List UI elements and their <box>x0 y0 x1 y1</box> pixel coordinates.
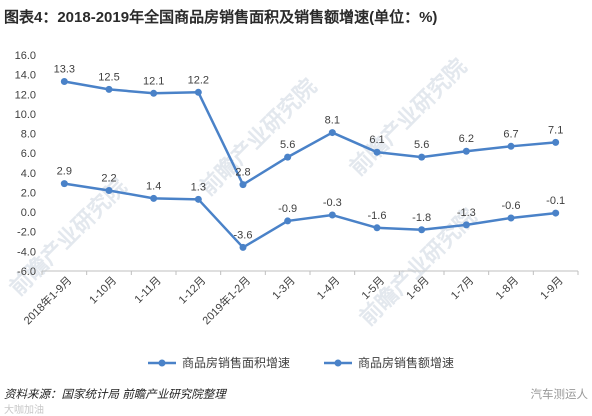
legend-label: 商品房销售额增速 <box>358 355 454 370</box>
data-label: -0.9 <box>278 203 297 215</box>
data-label: -1.8 <box>412 212 431 224</box>
data-point <box>373 224 381 232</box>
x-tick-label: 1-10月 <box>87 275 119 307</box>
data-label: 12.5 <box>98 71 119 83</box>
series-line-1 <box>64 182 556 249</box>
data-label: -1.6 <box>368 210 387 222</box>
data-label: 13.3 <box>54 64 75 76</box>
data-point <box>60 180 68 188</box>
data-label: -0.6 <box>502 200 521 212</box>
y-tick-label: 6.0 <box>21 148 36 160</box>
data-label: -0.1 <box>546 195 565 207</box>
x-tick-label: 2019年1-2月 <box>199 273 253 327</box>
data-point <box>328 211 336 219</box>
x-tick-label: 1-12月 <box>177 275 209 307</box>
y-tick-label: 4.0 <box>21 168 36 180</box>
data-label: 12.1 <box>143 75 164 87</box>
data-label: 6.2 <box>459 133 474 145</box>
y-tick-label: 8.0 <box>21 129 36 141</box>
data-point <box>194 195 202 203</box>
x-tick-label: 1-9月 <box>538 275 566 303</box>
data-label: -0.3 <box>323 197 342 209</box>
data-point <box>507 142 515 150</box>
data-label: 8.1 <box>325 115 340 127</box>
data-point <box>328 129 336 137</box>
x-tick-label: 1-4月 <box>315 275 343 303</box>
data-point <box>105 85 113 93</box>
data-point <box>418 226 426 234</box>
data-label: 2.8 <box>235 167 250 179</box>
legend-swatch-marker <box>158 359 166 367</box>
y-tick-label: 16.0 <box>15 50 36 62</box>
wechat-watermark: 汽车测运人 <box>530 389 589 401</box>
x-tick-label: 1-6月 <box>404 275 432 303</box>
corner-watermark: 大咖加油 <box>4 405 44 416</box>
data-point <box>462 147 470 155</box>
data-label: -3.6 <box>234 229 253 241</box>
legend-swatch-marker <box>334 359 342 367</box>
data-label: 12.2 <box>188 74 209 86</box>
legend-label: 商品房销售面积增速 <box>182 355 290 370</box>
data-label: 1.4 <box>146 180 161 192</box>
data-point <box>150 194 158 202</box>
data-label: 5.6 <box>280 139 295 151</box>
data-label: 2.2 <box>101 172 116 184</box>
data-point <box>373 148 381 156</box>
data-point <box>194 88 202 96</box>
y-tick-label: -2.0 <box>17 227 36 239</box>
data-point <box>150 89 158 97</box>
series-line-2 <box>64 80 556 186</box>
data-label: 6.7 <box>503 128 518 140</box>
data-point <box>418 153 426 161</box>
data-point <box>284 153 292 161</box>
x-tick-label: 1-5月 <box>360 275 388 303</box>
data-point <box>462 221 470 229</box>
data-label: 2.9 <box>57 166 72 178</box>
x-tick-label: 1-8月 <box>494 275 522 303</box>
data-point <box>552 209 560 217</box>
data-label: 7.1 <box>548 124 563 136</box>
source-note: 资料来源：国家统计局 前瞻产业研究院整理 <box>4 389 226 401</box>
data-point <box>239 181 247 189</box>
data-point <box>60 78 68 86</box>
data-point <box>284 217 292 225</box>
data-label: 5.6 <box>414 139 429 151</box>
data-point <box>239 243 247 251</box>
x-tick-label: 1-7月 <box>449 275 477 303</box>
x-tick-label: 2018年1-9月 <box>20 273 74 327</box>
data-point <box>552 138 560 146</box>
y-tick-label: -6.0 <box>17 266 36 278</box>
data-point <box>105 186 113 194</box>
y-tick-label: 12.0 <box>15 89 36 101</box>
x-tick-label: 1-3月 <box>270 275 298 303</box>
data-label: 6.1 <box>369 134 384 146</box>
data-label: -1.3 <box>457 207 476 219</box>
y-tick-label: -4.0 <box>17 246 36 258</box>
chart-title: 图表4：2018-2019年全国商品房销售面积及销售额增速(单位：%) <box>4 9 438 26</box>
y-tick-label: 0.0 <box>21 207 36 219</box>
y-tick-label: 14.0 <box>15 70 36 82</box>
data-label: 1.3 <box>191 181 206 193</box>
y-tick-label: 10.0 <box>15 109 36 121</box>
x-tick-label: 1-11月 <box>133 275 164 306</box>
data-point <box>507 214 515 222</box>
y-tick-label: 2.0 <box>21 187 36 199</box>
